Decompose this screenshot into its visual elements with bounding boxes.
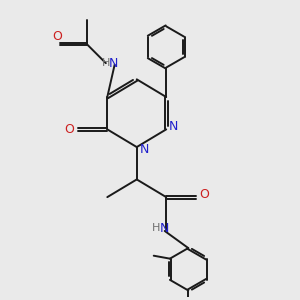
Text: H: H	[102, 58, 110, 68]
Text: N: N	[140, 143, 149, 157]
Text: N: N	[169, 120, 178, 133]
Text: O: O	[52, 30, 62, 43]
Text: O: O	[64, 123, 74, 136]
Text: N: N	[160, 221, 169, 235]
Text: O: O	[200, 188, 209, 201]
Text: N: N	[109, 57, 118, 70]
Text: H: H	[152, 223, 160, 233]
